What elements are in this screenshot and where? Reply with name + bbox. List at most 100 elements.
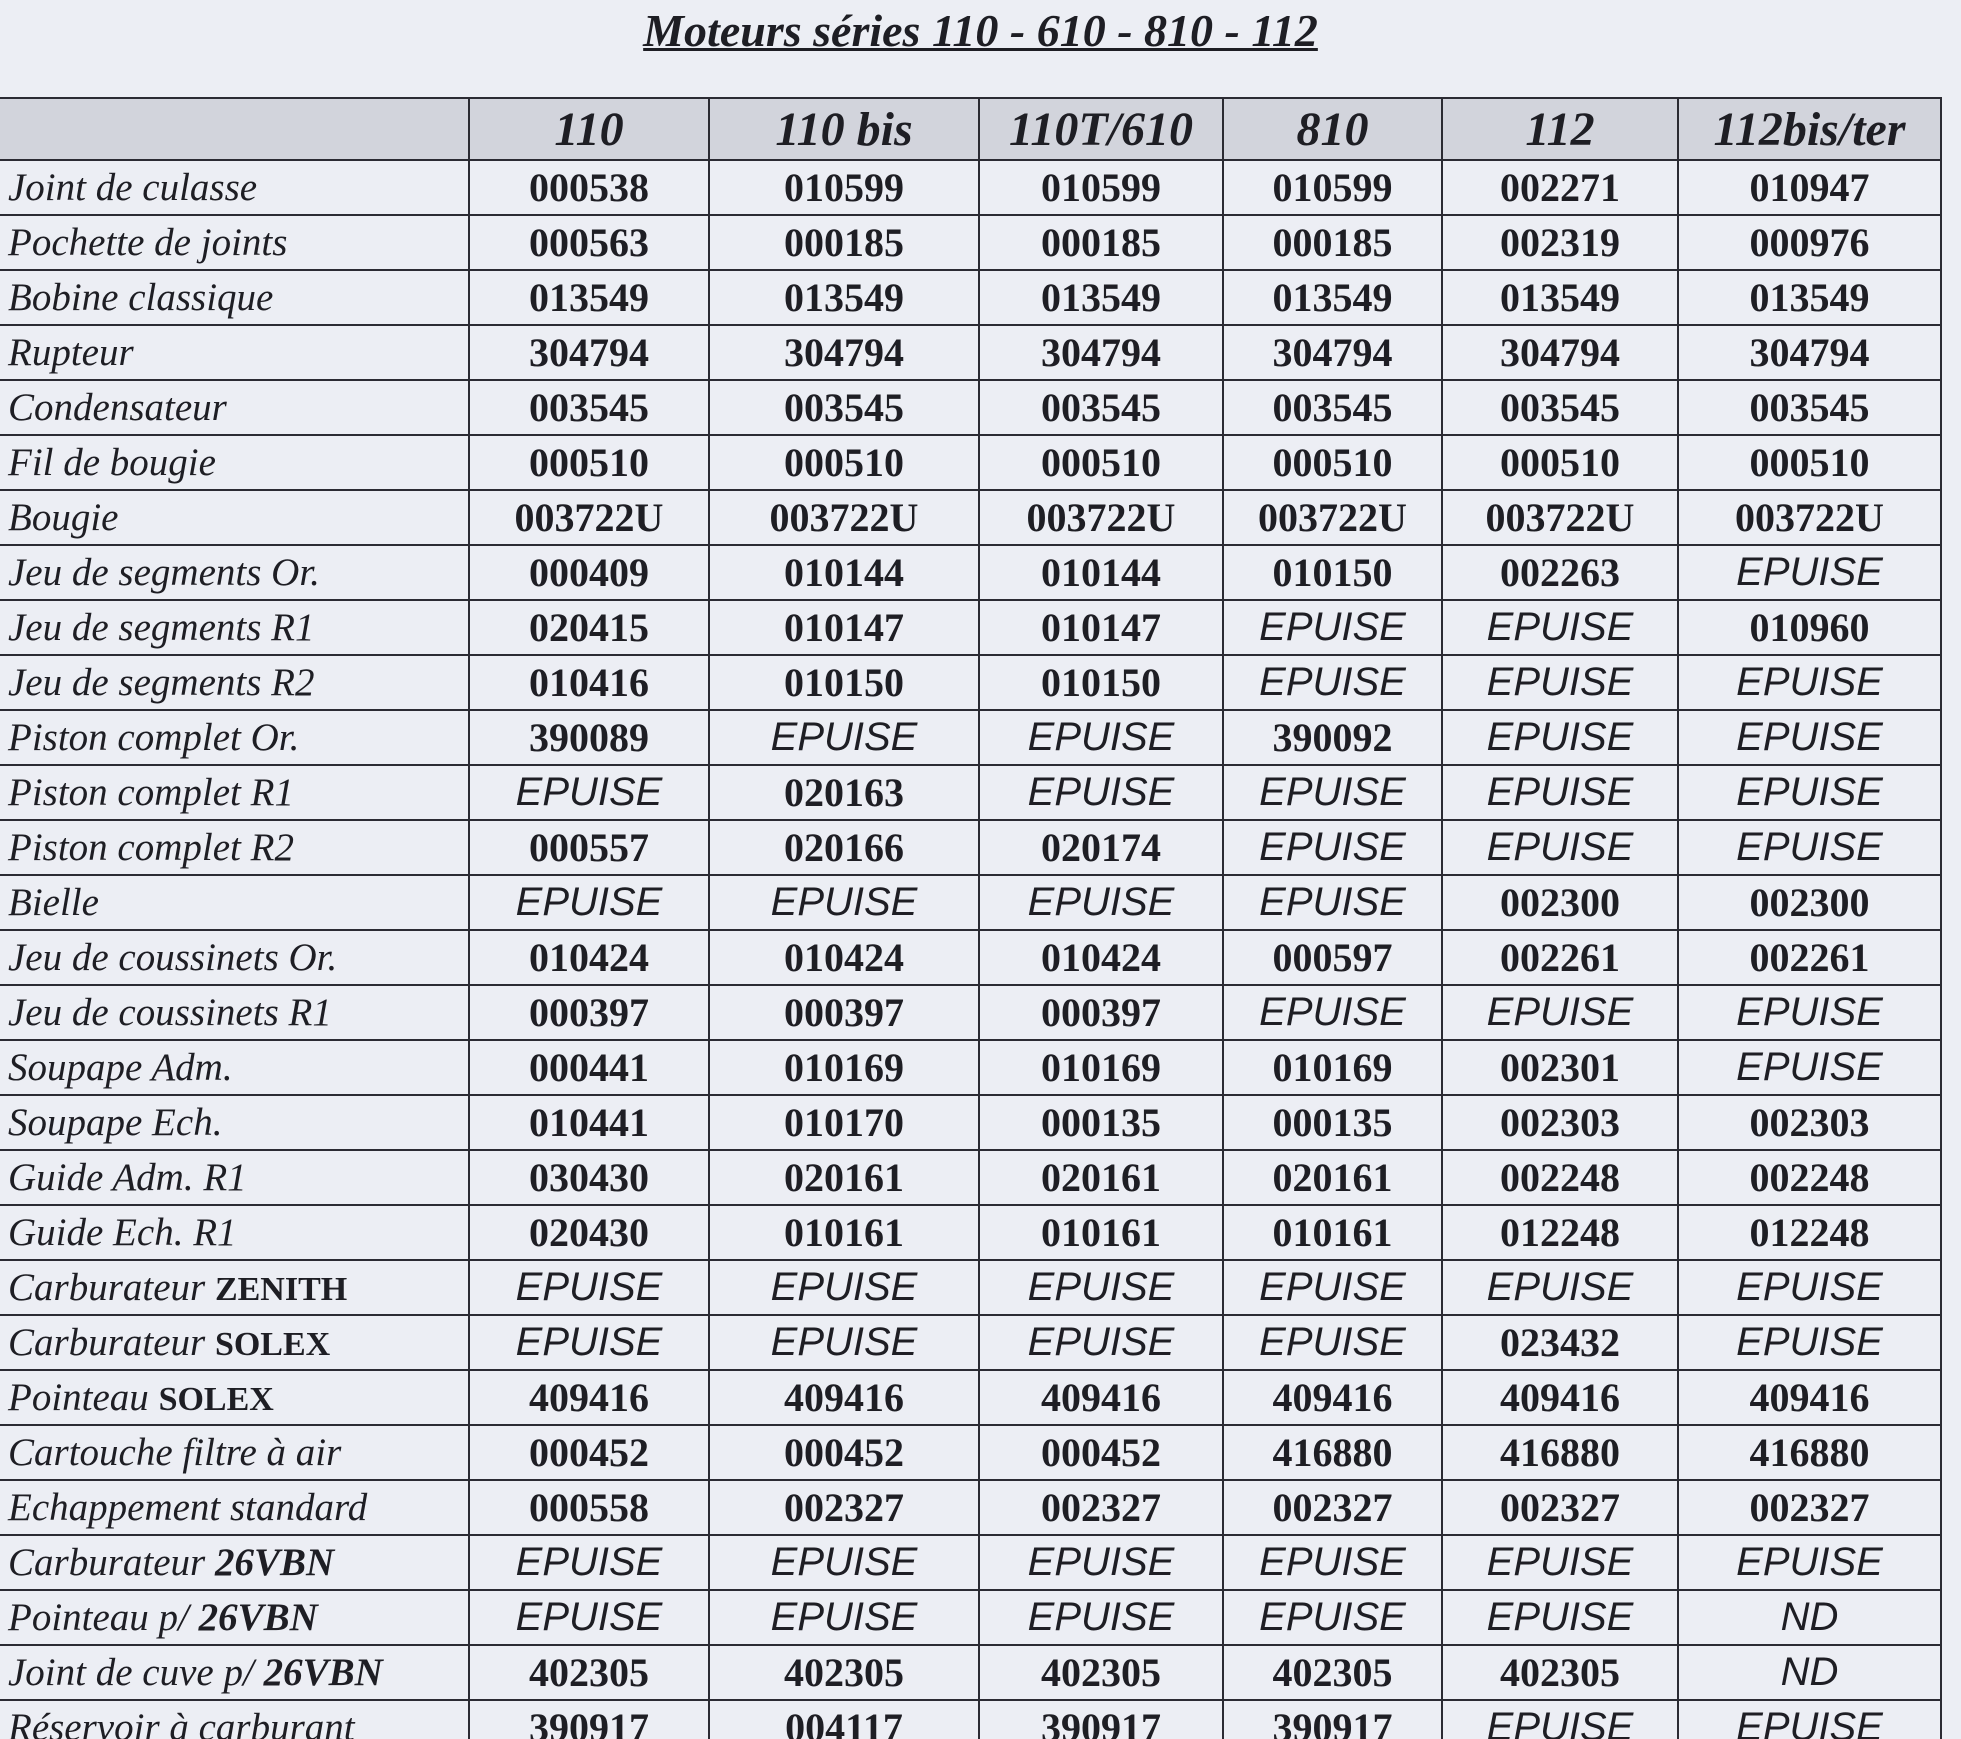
table-row: Guide Ech. R1 020430 010161 010161 010161 012… (0, 1204, 1942, 1261)
part-number: EPUISE (1677, 764, 1942, 821)
row-label: Guide Ech. R1 (0, 1204, 470, 1261)
row-label-text: Condensateur (8, 386, 227, 429)
part-number: 020166 (708, 819, 980, 876)
part-number: EPUISE (468, 1314, 710, 1371)
part-number: 390917 (1222, 1699, 1443, 1739)
row-label: Carburateur 26VBN (0, 1534, 470, 1591)
part-number: 000510 (1222, 434, 1443, 491)
part-number: 002300 (1441, 874, 1679, 931)
part-number: 020430 (468, 1204, 710, 1261)
part-number: 002248 (1441, 1149, 1679, 1206)
table-row: Fil de bougie 000510 000510 000510 000510 000… (0, 434, 1942, 491)
corner-cell (0, 97, 470, 161)
part-number: 000441 (468, 1039, 710, 1096)
row-label-text: Carburateur (8, 1541, 206, 1584)
part-number: EPUISE (978, 709, 1224, 766)
row-label-text: Soupape Ech. (8, 1101, 223, 1144)
row-label-text: Jeu de segments R1 (8, 606, 315, 649)
row-label-text: Bobine classique (8, 276, 274, 319)
table-row: Jeu de coussinets R1 000397 000397 000397 EP… (0, 984, 1942, 1041)
part-number: EPUISE (1677, 984, 1942, 1041)
part-number: 010599 (1222, 159, 1443, 216)
table-row: Carburateur 26VBN EPUISE EPUISE EPUISE EPUIS… (0, 1534, 1942, 1591)
row-label: Soupape Adm. (0, 1039, 470, 1096)
part-number: 010147 (978, 599, 1224, 656)
table-row: Rupteur 304794 304794 304794 304794 304794 304… (0, 324, 1942, 381)
part-number: EPUISE (468, 764, 710, 821)
row-label-text: Piston complet R2 (8, 826, 294, 869)
part-number: 013549 (978, 269, 1224, 326)
part-number: 010947 (1677, 159, 1942, 216)
table-row: Joint de cuve p/ 26VBN 402305 402305 402305… (0, 1644, 1942, 1701)
part-number: EPUISE (1222, 654, 1443, 711)
row-label: Condensateur (0, 379, 470, 436)
part-number: 000563 (468, 214, 710, 271)
part-number: 409416 (708, 1369, 980, 1426)
part-number: 000452 (708, 1424, 980, 1481)
row-label-text: Soupape Adm. (8, 1046, 233, 1089)
part-number: EPUISE (978, 874, 1224, 931)
row-label-text: Rupteur (8, 331, 134, 374)
part-number: EPUISE (1677, 1534, 1942, 1591)
row-label-text: Jeu de segments R2 (8, 661, 315, 704)
part-number: 000558 (468, 1479, 710, 1536)
part-number: 010169 (1222, 1039, 1443, 1096)
table-row: Piston complet R1 EPUISE 020163 EPUISE EPUIS… (0, 764, 1942, 821)
part-number: EPUISE (708, 1314, 980, 1371)
row-label-text: Bougie (8, 496, 119, 539)
table-row: Carburateur ZENITH EPUISE EPUISE EPUISE EPUI… (0, 1259, 1942, 1316)
part-number: EPUISE (1677, 1699, 1942, 1739)
part-number: 010144 (978, 544, 1224, 601)
part-number: 013549 (1222, 269, 1443, 326)
row-label-suffix: SOLEX (214, 1326, 331, 1363)
part-number: EPUISE (1677, 819, 1942, 876)
part-number: 010169 (978, 1039, 1224, 1096)
part-number: EPUISE (1441, 764, 1679, 821)
part-number: 002319 (1441, 214, 1679, 271)
part-number: 002303 (1677, 1094, 1942, 1151)
part-number: 000185 (708, 214, 980, 271)
part-number: 003545 (978, 379, 1224, 436)
part-number: EPUISE (1222, 819, 1443, 876)
row-label: Cartouche filtre à air (0, 1424, 470, 1481)
part-number: EPUISE (1441, 599, 1679, 656)
part-number: 000510 (708, 434, 980, 491)
part-number: 020161 (1222, 1149, 1443, 1206)
part-number: 002303 (1441, 1094, 1679, 1151)
part-number: EPUISE (1677, 709, 1942, 766)
row-label-text: Piston complet R1 (8, 771, 294, 814)
part-number: 010161 (1222, 1204, 1443, 1261)
part-number: 003545 (468, 379, 710, 436)
part-number: 000510 (1441, 434, 1679, 491)
part-number: 000135 (978, 1094, 1224, 1151)
part-number: 000452 (978, 1424, 1224, 1481)
part-number: 002327 (1441, 1479, 1679, 1536)
row-label-suffix: SOLEX (158, 1381, 274, 1418)
part-number: EPUISE (708, 1534, 980, 1591)
part-number: 409416 (1677, 1369, 1942, 1426)
part-number: EPUISE (708, 1259, 980, 1316)
table-row: Jeu de segments R2 010416 010150 010150 EPUI… (0, 654, 1942, 711)
row-label: Jeu de coussinets R1 (0, 984, 470, 1041)
row-label-text: Pointeau p/ (8, 1596, 189, 1639)
part-number: 003545 (1677, 379, 1942, 436)
part-number: EPUISE (1677, 1039, 1942, 1096)
header-row: 110 110 bis 110T/610 810 112 112bis/ter (0, 97, 1942, 161)
part-number: 020161 (708, 1149, 980, 1206)
part-number: EPUISE (1441, 984, 1679, 1041)
part-number: 402305 (708, 1644, 980, 1701)
part-number: 390917 (468, 1699, 710, 1739)
part-number: 020415 (468, 599, 710, 656)
part-number: 304794 (708, 324, 980, 381)
part-number: 000397 (708, 984, 980, 1041)
table-row: Soupape Ech. 010441 010170 000135 000135 0023… (0, 1094, 1942, 1151)
part-number: EPUISE (708, 874, 980, 931)
part-number: EPUISE (1222, 1314, 1443, 1371)
part-number: EPUISE (1222, 1259, 1443, 1316)
part-number: 416880 (1677, 1424, 1942, 1481)
part-number: EPUISE (1222, 1589, 1443, 1646)
part-number: 000976 (1677, 214, 1942, 271)
table-row: Jeu de segments Or. 000409 010144 010144 010… (0, 544, 1942, 601)
part-number: 010170 (708, 1094, 980, 1151)
row-label: Piston complet Or. (0, 709, 470, 766)
